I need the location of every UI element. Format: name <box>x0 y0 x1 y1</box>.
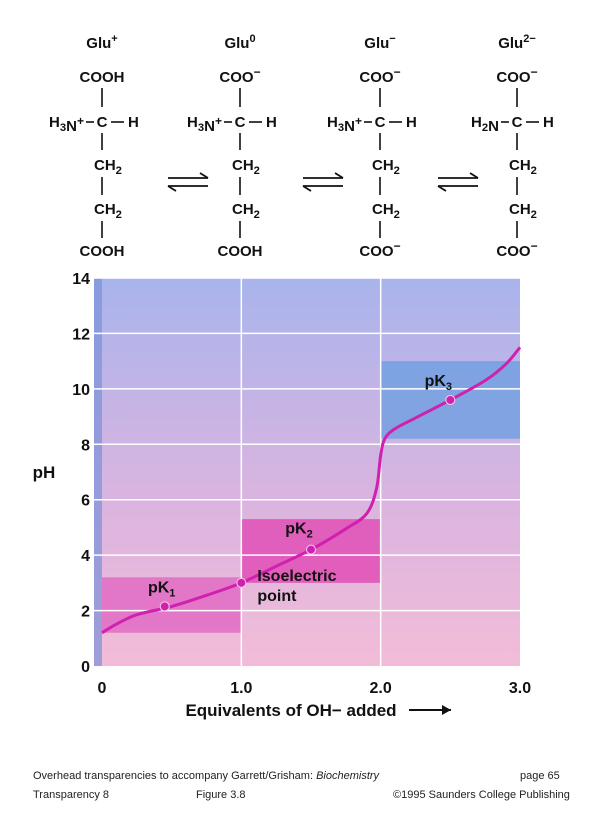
ch2-1: CH2 <box>509 157 537 177</box>
carboxyl-side-chain: COO− <box>496 239 537 260</box>
y-tick-label: 10 <box>72 382 90 399</box>
species-title: Glu2− <box>498 33 536 52</box>
x-axis-label: Equivalents of OH− added <box>185 701 396 720</box>
footer-copyright: ©1995 Saunders College Publishing <box>393 789 570 801</box>
arrow-head <box>302 185 312 192</box>
y-tick-label: 4 <box>81 548 90 565</box>
x-tick-label: 1.0 <box>230 680 252 697</box>
amino-group: H3N+ <box>327 114 362 135</box>
footer-citation-prefix: Overhead transparencies to accompany Gar… <box>33 770 317 782</box>
alpha-carbon: C <box>375 114 386 131</box>
y-tick-label: 12 <box>72 326 90 343</box>
point-marker <box>445 394 456 405</box>
species-title: Glu− <box>364 33 395 52</box>
x-axis-arrow-head <box>442 705 451 715</box>
y-tick-label: 6 <box>81 493 90 510</box>
x-tick-label: 3.0 <box>509 680 531 697</box>
carboxyl-top: COO− <box>219 65 260 86</box>
species-2: Glu0 COO− H3N+ C H CH2 CH2 COOH <box>187 33 277 260</box>
y-tick-label: 0 <box>81 659 90 676</box>
alpha-carbon: C <box>97 114 108 131</box>
footer-page: page 65 <box>520 770 560 782</box>
ch2-1: CH2 <box>94 157 122 177</box>
carboxyl-side-chain: COO− <box>359 239 400 260</box>
species-1: Glu+ COOH H3N+ C H CH2 CH2 COOH <box>49 33 139 260</box>
equilibrium-arrow-3 <box>437 172 479 192</box>
alpha-hydrogen: H <box>406 114 417 131</box>
alpha-carbon: C <box>235 114 246 131</box>
y-tick-label: 2 <box>81 604 90 621</box>
ch2-2: CH2 <box>372 201 400 221</box>
footer-book-title: Biochemistry <box>316 770 380 782</box>
point-label: pK3 <box>425 373 452 393</box>
carboxyl-top: COO− <box>496 65 537 86</box>
alpha-hydrogen: H <box>266 114 277 131</box>
footer-transparency: Transparency 8 <box>33 789 110 801</box>
species-title: Glu0 <box>224 33 255 52</box>
carboxyl-side-chain: COOH <box>218 243 263 260</box>
y-tick-label: 8 <box>81 437 90 454</box>
y-tick-label: 14 <box>72 271 90 288</box>
point-marker <box>159 601 170 612</box>
amino-group: H2N <box>471 114 499 135</box>
arrow-head <box>334 172 344 179</box>
point-label: Isoelectric point <box>257 568 336 605</box>
species-3: Glu− COO− H3N+ C H CH2 CH2 COO− <box>327 33 417 260</box>
carboxyl-top: COOH <box>80 69 125 86</box>
arrow-head <box>199 172 209 179</box>
x-tick-label: 0 <box>98 680 107 697</box>
x-tick-label: 2.0 <box>370 680 392 697</box>
point-marker <box>236 577 247 588</box>
equilibrium-arrow-1 <box>167 172 209 192</box>
ch2-2: CH2 <box>509 201 537 221</box>
species-4: Glu2− COO− H2N C H CH2 CH2 COO− <box>471 33 554 260</box>
alpha-hydrogen: H <box>543 114 554 131</box>
equilibrium-arrow-2 <box>302 172 344 192</box>
footer-citation: Overhead transparencies to accompany Gar… <box>33 770 379 782</box>
amino-group: H3N+ <box>49 114 84 135</box>
ch2-1: CH2 <box>232 157 260 177</box>
point-marker <box>306 544 316 555</box>
carboxyl-top: COO− <box>359 65 400 86</box>
y-axis-band <box>94 278 102 666</box>
footer-figure: Figure 3.8 <box>196 789 246 801</box>
species-title: Glu+ <box>86 33 117 52</box>
ch2-2: CH2 <box>94 201 122 221</box>
alpha-hydrogen: H <box>128 114 139 131</box>
alpha-carbon: C <box>512 114 523 131</box>
arrow-head <box>437 185 447 192</box>
point-label: pK1 <box>148 579 175 599</box>
arrow-head <box>167 185 177 192</box>
ch2-2: CH2 <box>232 201 260 221</box>
ch2-1: CH2 <box>372 157 400 177</box>
carboxyl-side-chain: COOH <box>80 243 125 260</box>
arrow-head <box>469 172 479 179</box>
y-axis-label: pH <box>33 463 56 482</box>
amino-group: H3N+ <box>187 114 222 135</box>
point-label: pK2 <box>285 521 312 541</box>
titration-chart: 0 2 4 6 8 10 12 14 0 1.0 2.0 3.0 pH Equivalents of OH… <box>33 271 532 720</box>
